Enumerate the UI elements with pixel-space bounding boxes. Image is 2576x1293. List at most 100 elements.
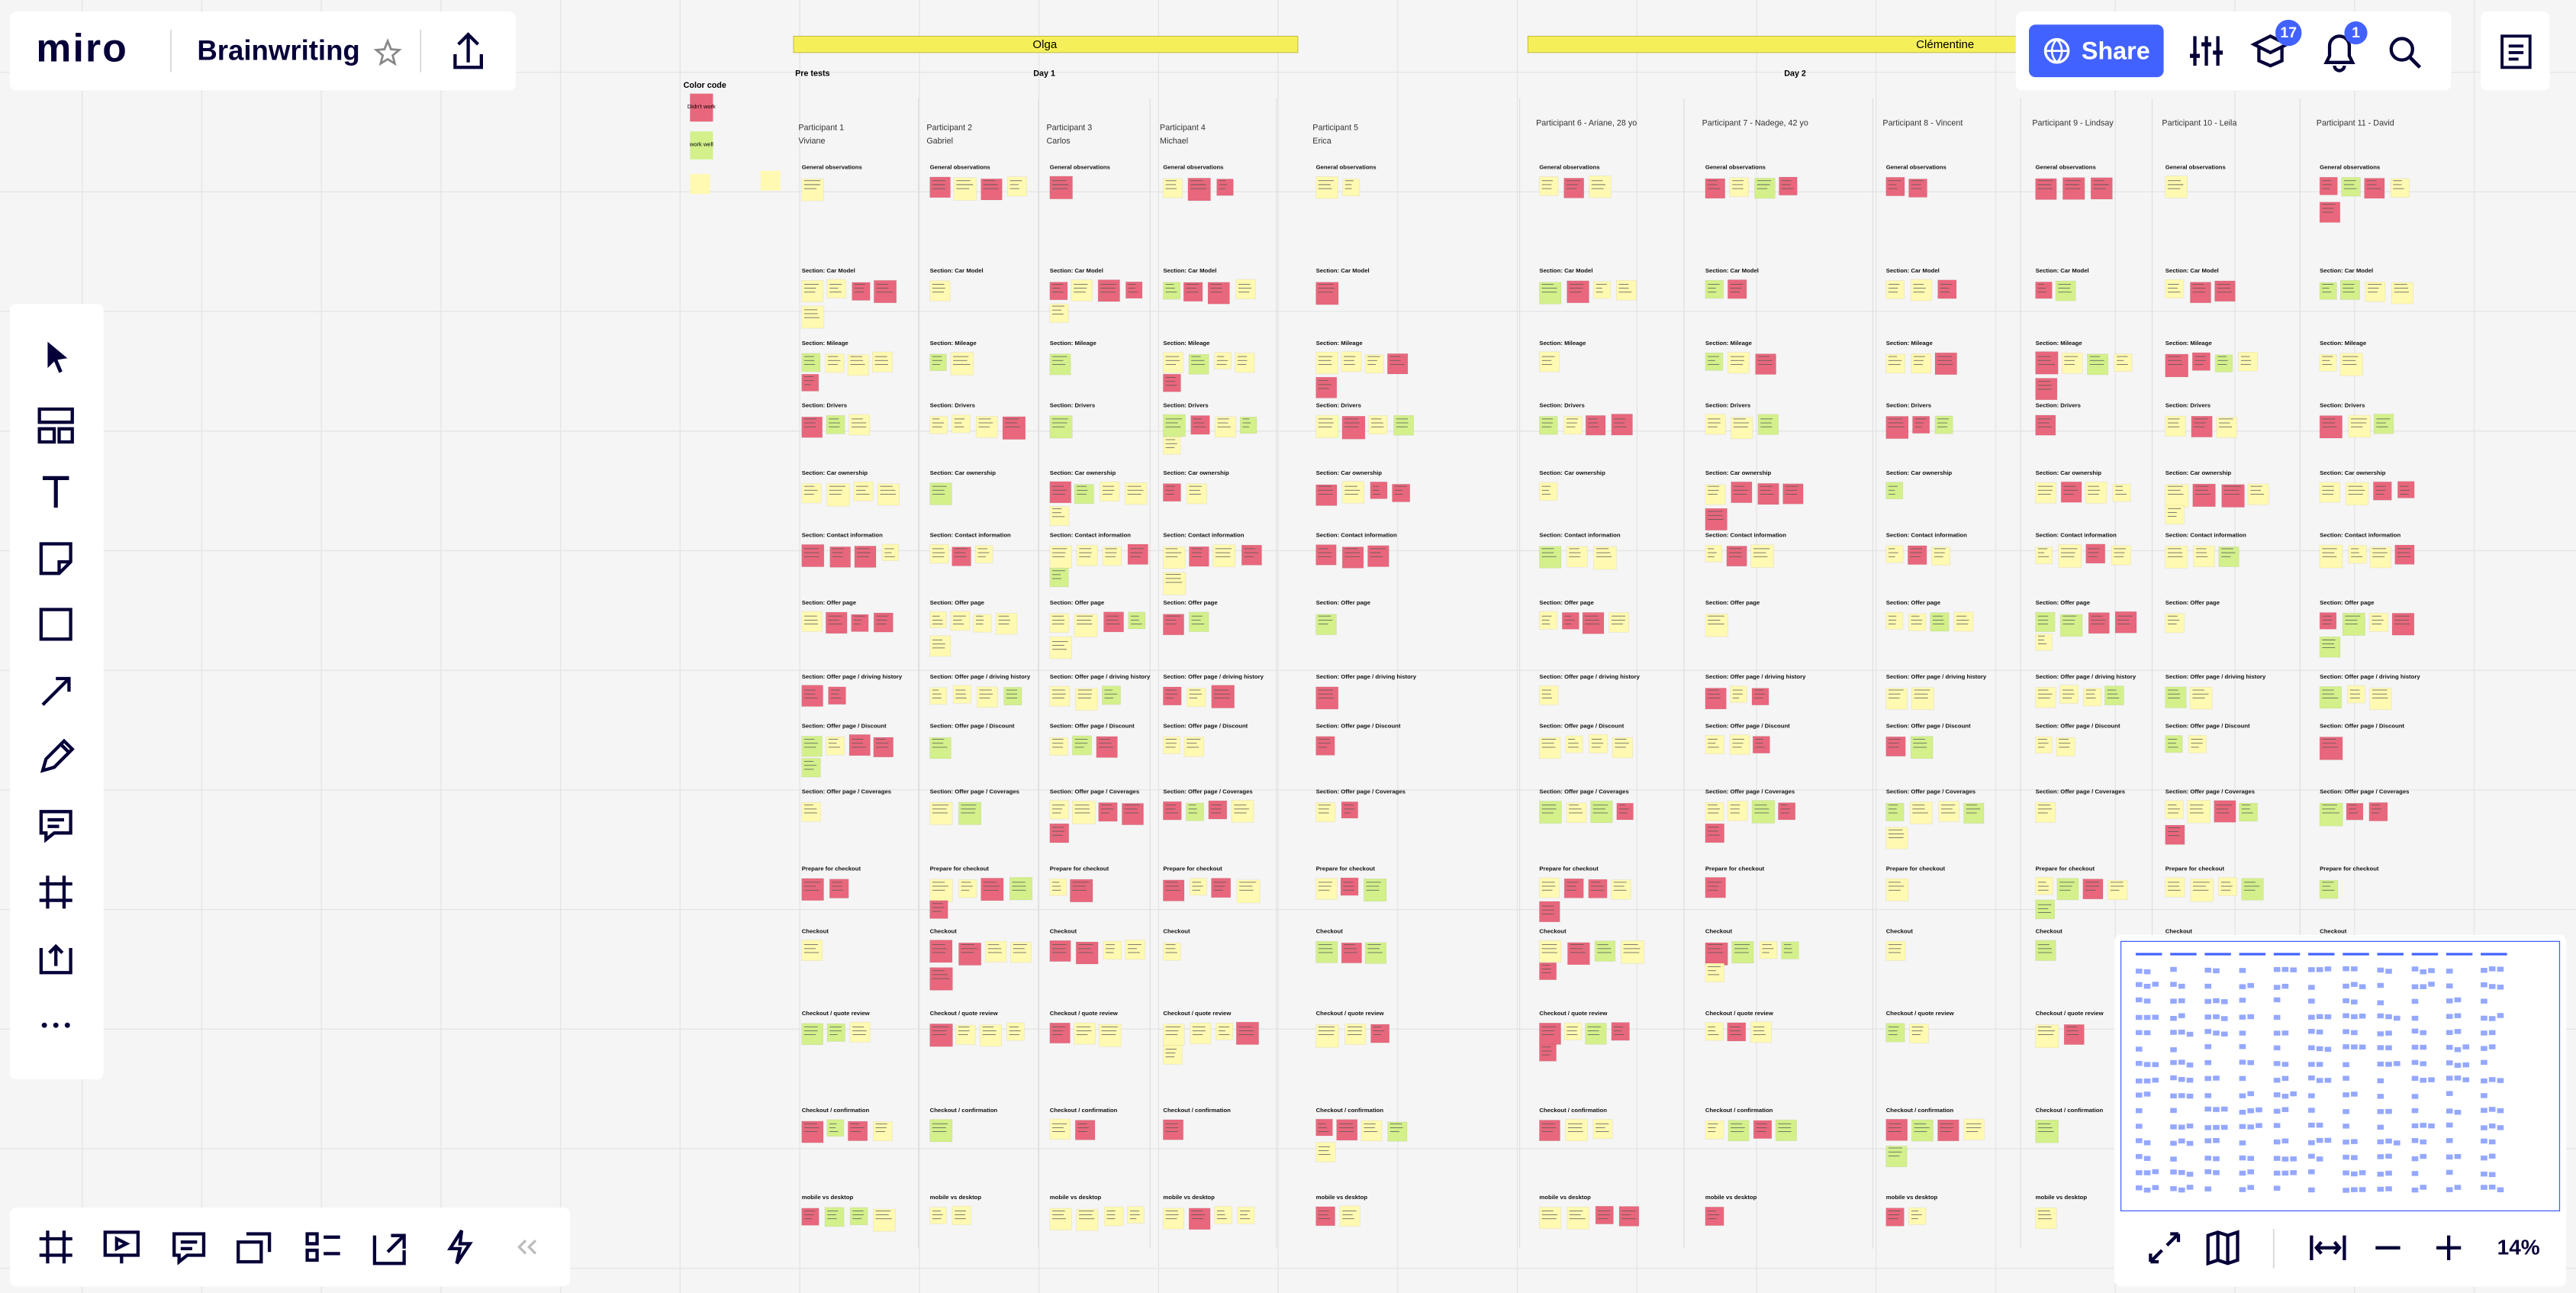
- settings-icon: [2190, 42, 2223, 58]
- shape-tool[interactable]: [39, 608, 72, 641]
- zoom-level[interactable]: 14%: [2497, 1235, 2540, 1259]
- sticky: [2319, 282, 2337, 300]
- minimap-item: [2239, 1109, 2246, 1115]
- sticky: [1752, 736, 1770, 754]
- minimap-item: [2454, 1185, 2462, 1190]
- more-tools[interactable]: [64, 1022, 70, 1028]
- list-button[interactable]: [305, 1232, 340, 1262]
- minimap-item: [2497, 1078, 2504, 1083]
- minimap-item: [2204, 1014, 2212, 1020]
- comments-button[interactable]: [172, 1232, 206, 1266]
- minimap-item: [2143, 1140, 2151, 1146]
- badge-count: 1: [2352, 24, 2360, 41]
- sticky: [1562, 612, 1579, 630]
- frame-tool[interactable]: [39, 875, 72, 909]
- comment-tool[interactable]: [39, 810, 72, 843]
- minimap-item: [2343, 1140, 2349, 1145]
- section-title: Section: Contact information: [930, 532, 1011, 539]
- minimap-item: [2343, 1188, 2349, 1193]
- minimap-header: [2377, 953, 2404, 956]
- minimap-item: [2351, 1044, 2358, 1050]
- line-tool[interactable]: [41, 676, 71, 706]
- sticky: [1539, 901, 1560, 923]
- minimap-item: [2273, 1092, 2281, 1098]
- more-tools[interactable]: [41, 1022, 47, 1028]
- section-title: Section: Offer page / Coverages: [1539, 788, 1628, 795]
- minimap-item: [2281, 1094, 2289, 1099]
- minimap-item: [2316, 1062, 2323, 1067]
- sticky: [1590, 800, 1613, 824]
- sticky: [801, 353, 821, 372]
- sticky: [2319, 482, 2340, 503]
- share-screen-button[interactable]: [372, 1233, 406, 1266]
- section-title: Section: Offer page / driving history: [802, 673, 903, 680]
- sticky: [1729, 734, 1750, 755]
- sticky: [1163, 1045, 1183, 1065]
- minimap-item: [2178, 1138, 2185, 1144]
- fit-button[interactable]: [2149, 1232, 2181, 1264]
- sticky: [2346, 803, 2364, 821]
- section-title: Checkout / quote review: [2036, 1010, 2104, 1017]
- section-title: Section: Mileage: [1050, 340, 1097, 347]
- select-tool[interactable]: [47, 341, 68, 373]
- minimap-item: [2239, 1075, 2246, 1082]
- minimap-item: [2247, 1059, 2254, 1066]
- sticky: [1563, 416, 1583, 435]
- pen-tool[interactable]: [40, 738, 75, 773]
- text-tool[interactable]: [42, 476, 69, 508]
- sticky: [2221, 484, 2245, 508]
- sticky: [2341, 177, 2361, 197]
- minimap-item: [2281, 1170, 2289, 1176]
- sticky: [2345, 482, 2369, 506]
- minimap-item: [2220, 1106, 2228, 1112]
- power-button[interactable]: [447, 1230, 473, 1265]
- frames-button[interactable]: [39, 1230, 72, 1264]
- sticky: [2165, 686, 2187, 708]
- minimap-item: [2411, 1075, 2419, 1082]
- sticky: [2187, 800, 2211, 824]
- sticky: [929, 353, 947, 372]
- upload-tool[interactable]: [39, 943, 72, 975]
- sticky: [1006, 176, 1028, 197]
- share-button[interactable]: [2029, 24, 2164, 78]
- templates-tool[interactable]: [37, 407, 74, 444]
- minimap-item: [2481, 982, 2487, 988]
- present-button[interactable]: [103, 1230, 140, 1264]
- sticky: [2035, 482, 2057, 504]
- more-tools[interactable]: [53, 1022, 59, 1028]
- board-title[interactable]: Brainwriting: [197, 35, 359, 66]
- sticky: [2058, 544, 2082, 568]
- section-title: Checkout / quote review: [802, 1010, 871, 1017]
- sticky: [828, 686, 846, 705]
- section-title: Section: Car Model: [1539, 267, 1592, 274]
- export-icon[interactable]: [453, 32, 483, 69]
- sticky: [690, 131, 713, 160]
- cards-button[interactable]: [237, 1232, 272, 1264]
- sticky-tool[interactable]: [39, 542, 72, 576]
- collapse-button[interactable]: [517, 1239, 537, 1255]
- minimap-item: [2343, 1109, 2349, 1114]
- logo[interactable]: miro: [36, 25, 128, 69]
- section-title: Section: Offer page / Coverages: [1163, 788, 1252, 795]
- share-label[interactable]: Share: [2082, 37, 2150, 64]
- sticky: [2055, 280, 2076, 301]
- section-title: mobile vs desktop: [930, 1194, 982, 1201]
- sticky: [973, 614, 992, 633]
- notifications-icon[interactable]: [2323, 34, 2355, 73]
- minimap-header: [2308, 953, 2335, 956]
- zoom-in-button[interactable]: [2436, 1235, 2462, 1260]
- sticky: [1565, 735, 1583, 753]
- sticky: [849, 1021, 871, 1043]
- sticky: [2056, 878, 2079, 901]
- sticky: [1909, 1024, 1929, 1043]
- sticky: [2394, 544, 2415, 565]
- star-icon[interactable]: [373, 38, 402, 66]
- section-title: Section: Drivers: [1705, 402, 1750, 409]
- sticky: [1208, 800, 1228, 820]
- search-icon[interactable]: [2389, 37, 2414, 62]
- section-title: Section: Contact information: [2165, 532, 2246, 539]
- notes-icon[interactable]: [2500, 34, 2532, 69]
- map-button[interactable]: [2206, 1230, 2240, 1266]
- minimap-item: [2481, 998, 2487, 1004]
- fit-width-button[interactable]: [2310, 1235, 2346, 1260]
